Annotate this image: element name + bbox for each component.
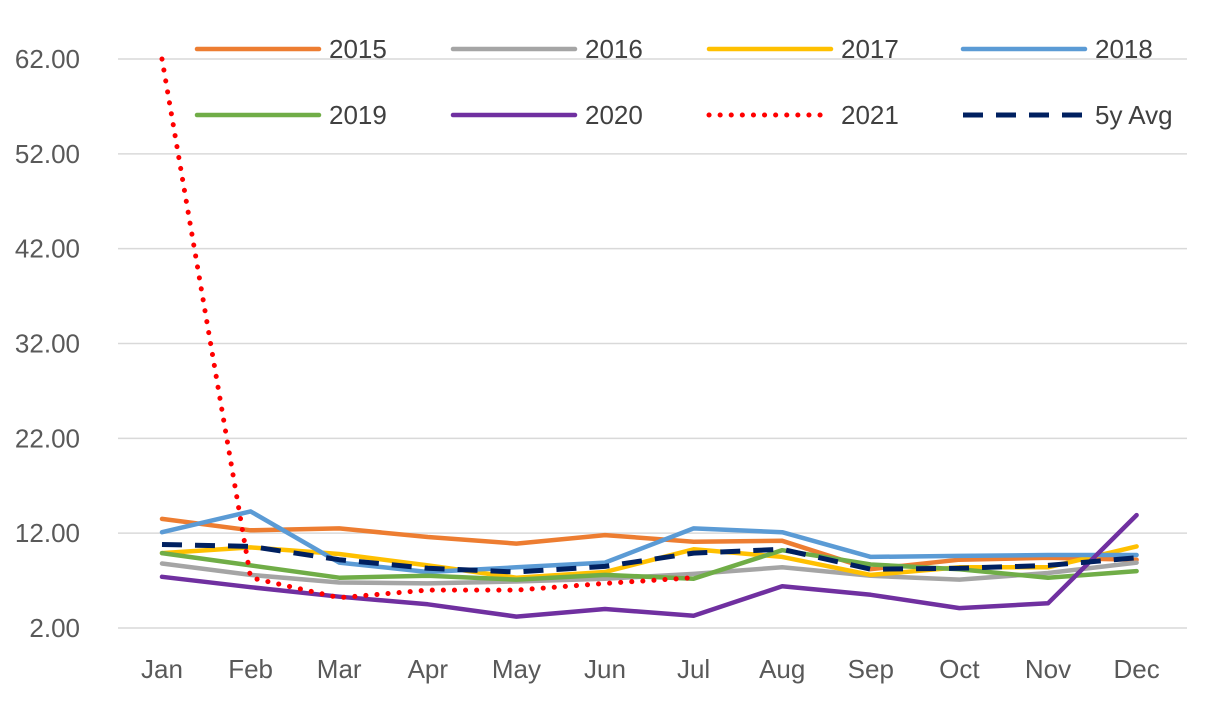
x-tick-label: Jan	[141, 654, 183, 684]
series-line-2015	[159, 516, 1139, 572]
legend-label: 2018	[1095, 34, 1153, 64]
series-line-2021	[159, 56, 697, 601]
x-tick-label: Apr	[408, 654, 449, 684]
legend-label: 2021	[841, 100, 899, 130]
legend-label: 2017	[841, 34, 899, 64]
x-axis-tick-labels: Jan Feb Mar Apr May Jun Jul Aug Sep Oct Nov Dec	[141, 654, 1160, 684]
x-tick-label: Mar	[317, 654, 362, 684]
y-tick-label: 42.00	[15, 234, 80, 264]
legend: 2015 2016 2017 2018 2019 2020 2021 5y Avg	[194, 34, 1173, 130]
series-line-2020	[159, 512, 1139, 619]
gridlines	[118, 58, 1187, 629]
legend-label: 2015	[329, 34, 387, 64]
x-tick-label: Aug	[759, 654, 805, 684]
y-axis-tick-labels: 2.00 12.00 22.00 32.00 42.00 52.00 62.00	[15, 44, 80, 643]
x-tick-label: Jun	[584, 654, 626, 684]
x-tick-label: Feb	[228, 654, 273, 684]
y-tick-label: 12.00	[15, 518, 80, 548]
legend-label: 2020	[585, 100, 643, 130]
x-tick-label: Oct	[939, 654, 980, 684]
x-tick-label: Nov	[1025, 654, 1071, 684]
legend-label: 2016	[585, 34, 643, 64]
x-tick-label: Sep	[848, 654, 894, 684]
x-tick-label: Jul	[677, 654, 710, 684]
legend-label: 2019	[329, 100, 387, 130]
x-tick-label: May	[492, 654, 541, 684]
y-tick-label: 52.00	[15, 139, 80, 169]
x-tick-label: Dec	[1113, 654, 1159, 684]
legend-label: 5y Avg	[1095, 100, 1173, 130]
series-lines	[159, 56, 1139, 619]
series-line-2018	[159, 509, 1139, 575]
y-tick-label: 22.00	[15, 423, 80, 453]
y-tick-label: 2.00	[29, 613, 80, 643]
y-tick-label: 32.00	[15, 329, 80, 359]
y-tick-label: 62.00	[15, 44, 80, 74]
series-line-2019	[159, 547, 1139, 582]
